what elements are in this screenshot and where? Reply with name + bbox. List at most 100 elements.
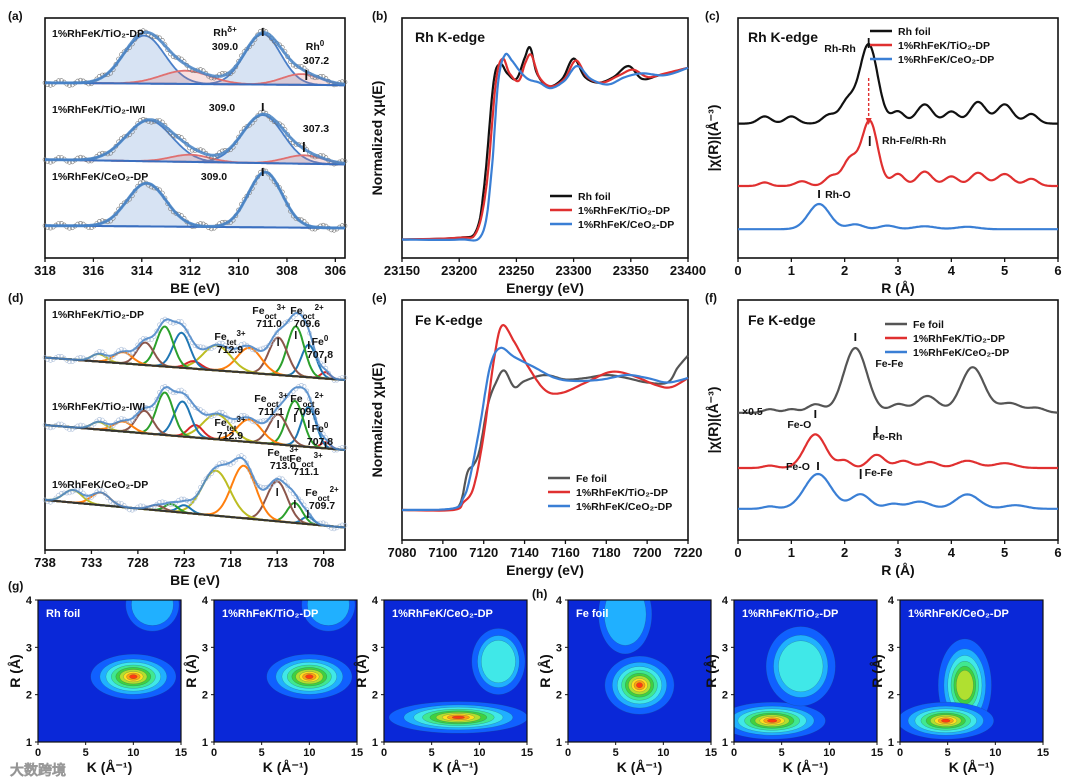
text-part: Fe — [312, 336, 324, 348]
x-tick-label: 7160 — [551, 545, 580, 560]
legend-label: 1%RhFeK/CeO₂-DP — [913, 347, 1009, 359]
x-tick-label: 0 — [565, 747, 571, 759]
x-tick-label: 2 — [841, 263, 848, 278]
x-tick-label: 713 — [266, 555, 288, 570]
contour-level — [956, 670, 974, 701]
y-axis-label: R (Å) — [869, 654, 885, 687]
fit-envelope — [44, 386, 346, 451]
x-axis-label: K (Å⁻¹) — [87, 759, 133, 775]
legend-label: 1%RhFeK/TiO₂-DP — [576, 487, 668, 499]
x-tick-label: 7180 — [592, 545, 621, 560]
y-tick-label: 3 — [722, 642, 728, 654]
y-tick-label: 2 — [888, 690, 894, 702]
bond-label: Rh-O — [825, 189, 851, 201]
annotation-value: 712.9 — [217, 430, 243, 442]
x-tick-label: 738 — [34, 555, 56, 570]
spectrum: 1%RhFeK/TiO₂-IWI — [42, 383, 348, 453]
panel-letter: (f) — [705, 291, 717, 305]
x-axis-label: BE (eV) — [170, 572, 220, 588]
text-part: Fe — [254, 393, 266, 405]
text-part: Fe — [252, 305, 264, 317]
y-tick-label: 1 — [202, 737, 208, 749]
component-fill — [45, 172, 345, 228]
text-part: 2+ — [315, 303, 324, 312]
text-part: Fe — [312, 423, 324, 435]
x-tick-label: 15 — [705, 747, 717, 759]
component-fill — [45, 120, 345, 165]
contour-level — [767, 718, 778, 723]
contour-level — [778, 640, 824, 693]
peak-annotation: Fetet3+ — [214, 329, 245, 347]
series-line — [401, 53, 689, 241]
x-tick-label: 728 — [127, 555, 149, 570]
text-part: Fe — [214, 417, 226, 429]
x-axis-label: Energy (eV) — [506, 562, 584, 578]
y-tick-label: 3 — [372, 642, 378, 654]
contour-level — [305, 674, 314, 679]
x-tick-label: 10 — [127, 747, 139, 759]
heatmap-contours — [388, 628, 527, 734]
x-tick-label: 10 — [989, 747, 1001, 759]
x-axis-label: K (Å⁻¹) — [263, 759, 309, 775]
x-tick-label: 316 — [83, 263, 105, 278]
series-line — [738, 119, 1058, 188]
y-tick-label: 3 — [556, 642, 562, 654]
text-part: 2+ — [330, 485, 339, 494]
y-tick-label: 2 — [202, 690, 208, 702]
panel-letter: (d) — [8, 291, 23, 305]
y-tick-label: 1 — [372, 737, 378, 749]
fit-envelope — [45, 30, 346, 86]
x-tick-label: 10 — [657, 747, 669, 759]
x-tick-label: 15 — [871, 747, 883, 759]
y-axis-label: R (Å) — [7, 654, 23, 687]
panel-letter: (c) — [705, 9, 720, 23]
text-part: 0 — [320, 39, 325, 48]
peak-annotation: Feoct2+ — [305, 485, 339, 503]
x-tick-label: 314 — [131, 263, 153, 278]
y-tick-label: 1 — [888, 737, 894, 749]
x-axis-label: R (Å) — [881, 562, 914, 578]
heatmap-label: 1%RhFeK/CeO₂-DP — [908, 608, 1009, 620]
x-tick-label: 0 — [734, 545, 741, 560]
spectrum-label: 1%RhFeK/TiO₂-DP — [52, 28, 144, 40]
panel-letter: (g) — [8, 579, 23, 593]
y-tick-label: 3 — [888, 642, 894, 654]
text-part: tet — [227, 338, 237, 347]
spectrum: 1%RhFeK/CeO₂-DP — [42, 453, 348, 532]
peak-annotation: Feoct2+ — [290, 303, 324, 321]
x-tick-label: 10 — [823, 747, 835, 759]
heatmap-label: 1%RhFeK/TiO₂-DP — [742, 608, 838, 620]
wavelet-heatmap: 1%RhFeK/TiO₂-DP 0 5 10 15 1 2 3 4 K (Å⁻¹) R (Å) — [183, 595, 363, 775]
baseline — [44, 424, 346, 451]
heatmap-contours — [266, 600, 356, 700]
y-axis-label: Normalized χμ(E) — [369, 363, 385, 478]
x-tick-label: 7140 — [510, 545, 539, 560]
text-part: Fe — [305, 487, 317, 499]
y-axis-label: R (Å) — [537, 654, 553, 687]
annotation-value: 711.1 — [293, 466, 319, 478]
spectrum: 1%RhFeK/TiO₂-IWI — [42, 104, 348, 167]
wavelet-heatmap: 1%RhFeK/CeO₂-DP 0 5 10 15 1 2 3 4 K (Å⁻¹) R (Å) — [869, 595, 1049, 775]
spectrum-label: 1%RhFeK/TiO₂-IWI — [52, 401, 145, 413]
series-line — [738, 346, 1059, 414]
x-tick-label: 312 — [179, 263, 201, 278]
y-axis-label: Normalized χμ(E) — [369, 81, 385, 196]
x-axis-label: K (Å⁻¹) — [617, 759, 663, 775]
y-tick-label: 4 — [888, 595, 895, 607]
x-tick-label: 4 — [948, 263, 956, 278]
peak-annotation: Fetet3+ — [267, 445, 298, 463]
x-tick-label: 7100 — [428, 545, 457, 560]
x-tick-label: 1 — [788, 545, 795, 560]
x-tick-label: 23300 — [556, 263, 592, 278]
contour-level — [307, 600, 350, 626]
y-tick-label: 3 — [26, 642, 32, 654]
wavelet-heatmap: 1%RhFeK/TiO₂-DP 0 5 10 15 1 2 3 4 K (Å⁻¹) R (Å) — [703, 595, 883, 775]
component-fill — [45, 183, 345, 228]
x-tick-label: 6 — [1054, 545, 1061, 560]
panel-b: 23150 23200 23250 23300 23350 23400 Energy (eV… — [369, 17, 706, 296]
plot-frame — [567, 599, 712, 743]
x-tick-label: 0 — [897, 747, 903, 759]
panel-title: Fe K-edge — [415, 312, 483, 328]
fit-envelope — [45, 456, 346, 529]
peak-annotation: Fetet3+ — [214, 415, 245, 433]
